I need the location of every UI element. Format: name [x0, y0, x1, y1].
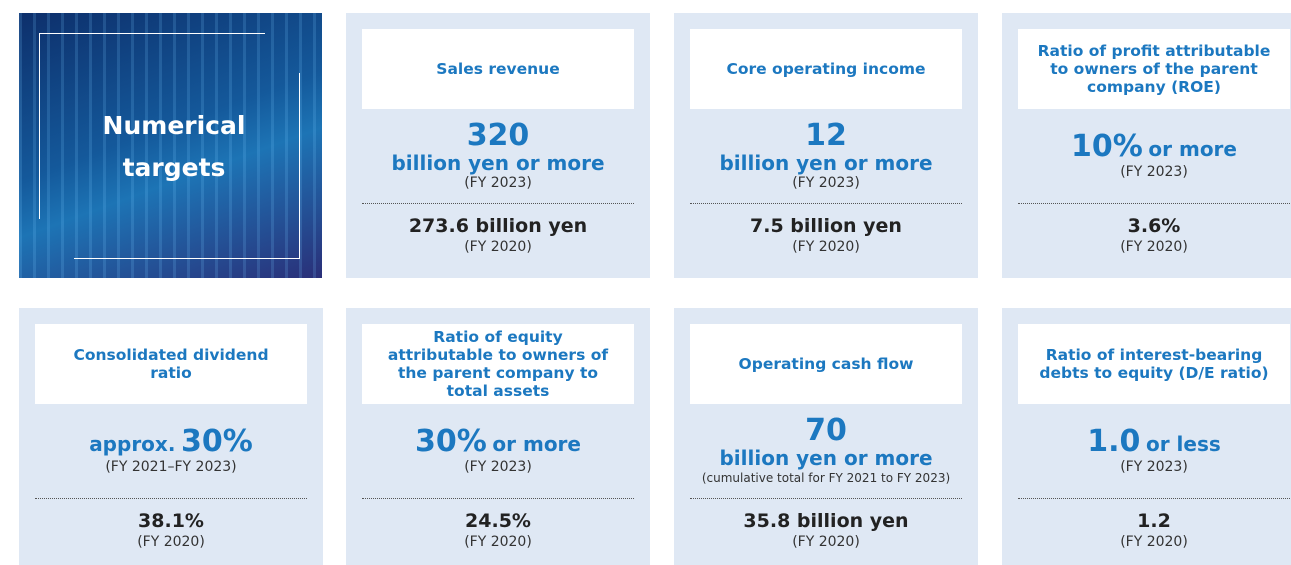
target-period: (FY 2023) — [674, 174, 978, 192]
target-line: 320 — [346, 120, 650, 152]
target-line: approx. 30% — [19, 426, 323, 458]
card-header: Consolidated dividend ratio — [35, 324, 307, 404]
card-header: Core operating income — [690, 29, 962, 109]
target-line: 10% or more — [1002, 131, 1291, 163]
target-line: 70 — [674, 415, 978, 447]
target: 1.0 or less(FY 2023) — [1002, 404, 1291, 498]
actual-value: 24.5% — [346, 499, 650, 533]
target-card: Ratio of interest-bearing debts to equit… — [1002, 308, 1291, 565]
target-period: (FY 2021–FY 2023) — [19, 458, 323, 476]
card-header: Sales revenue — [362, 29, 634, 109]
target-unit: billion yen or more — [346, 152, 650, 174]
card-header: Ratio of interest-bearing debts to equit… — [1018, 324, 1290, 404]
target-value: 12 — [805, 118, 847, 153]
actual-period: (FY 2020) — [674, 238, 978, 256]
target-card: Ratio of profit attributable to owners o… — [1002, 13, 1291, 278]
title-panel: Numerical targets — [19, 13, 322, 278]
target-value: 320 — [467, 118, 530, 153]
card-header: Operating cash flow — [690, 324, 962, 404]
actual-value: 7.5 billion yen — [674, 204, 978, 238]
target-card: Ratio of equity attributable to owners o… — [346, 308, 650, 565]
actual-period: (FY 2020) — [674, 533, 978, 551]
target-line: 12 — [674, 120, 978, 152]
actual-period: (FY 2020) — [19, 533, 323, 551]
actual-value: 3.6% — [1002, 204, 1291, 238]
card-header: Ratio of equity attributable to owners o… — [362, 324, 634, 404]
actual-period: (FY 2020) — [1002, 533, 1291, 551]
target-value: 30% — [181, 424, 253, 459]
target: 10% or more(FY 2023) — [1002, 109, 1291, 203]
panel-title: Numerical targets — [79, 105, 269, 189]
card-header: Ratio of profit attributable to owners o… — [1018, 29, 1290, 109]
target: approx. 30%(FY 2021–FY 2023) — [19, 404, 323, 498]
actual-period: (FY 2020) — [346, 533, 650, 551]
target-line: 1.0 or less — [1002, 426, 1291, 458]
actual-period: (FY 2020) — [1002, 238, 1291, 256]
target-prefix: approx. — [89, 432, 175, 456]
actual-period: (FY 2020) — [346, 238, 650, 256]
target-value: 30% — [415, 424, 487, 459]
page: Numerical targets (() => { const data = … — [0, 0, 1291, 565]
actual-value: 273.6 billion yen — [346, 204, 650, 238]
target-suffix: or less — [1146, 432, 1221, 456]
target-unit: billion yen or more — [674, 447, 978, 469]
target: 30% or more(FY 2023) — [346, 404, 650, 498]
target-line: 30% or more — [346, 426, 650, 458]
target-value: 70 — [805, 413, 847, 448]
target-period: (FY 2023) — [1002, 458, 1291, 476]
actual-value: 1.2 — [1002, 499, 1291, 533]
target-period: (FY 2023) — [346, 458, 650, 476]
target-unit: billion yen or more — [674, 152, 978, 174]
target-suffix: or more — [492, 432, 581, 456]
target-value: 1.0 — [1087, 424, 1140, 459]
target-value: 10% — [1071, 129, 1143, 164]
actual-value: 38.1% — [19, 499, 323, 533]
target-period: (cumulative total for FY 2021 to FY 2023… — [674, 469, 978, 487]
target-suffix: or more — [1148, 137, 1237, 161]
target-period: (FY 2023) — [1002, 163, 1291, 181]
target-period: (FY 2023) — [346, 174, 650, 192]
actual-value: 35.8 billion yen — [674, 499, 978, 533]
